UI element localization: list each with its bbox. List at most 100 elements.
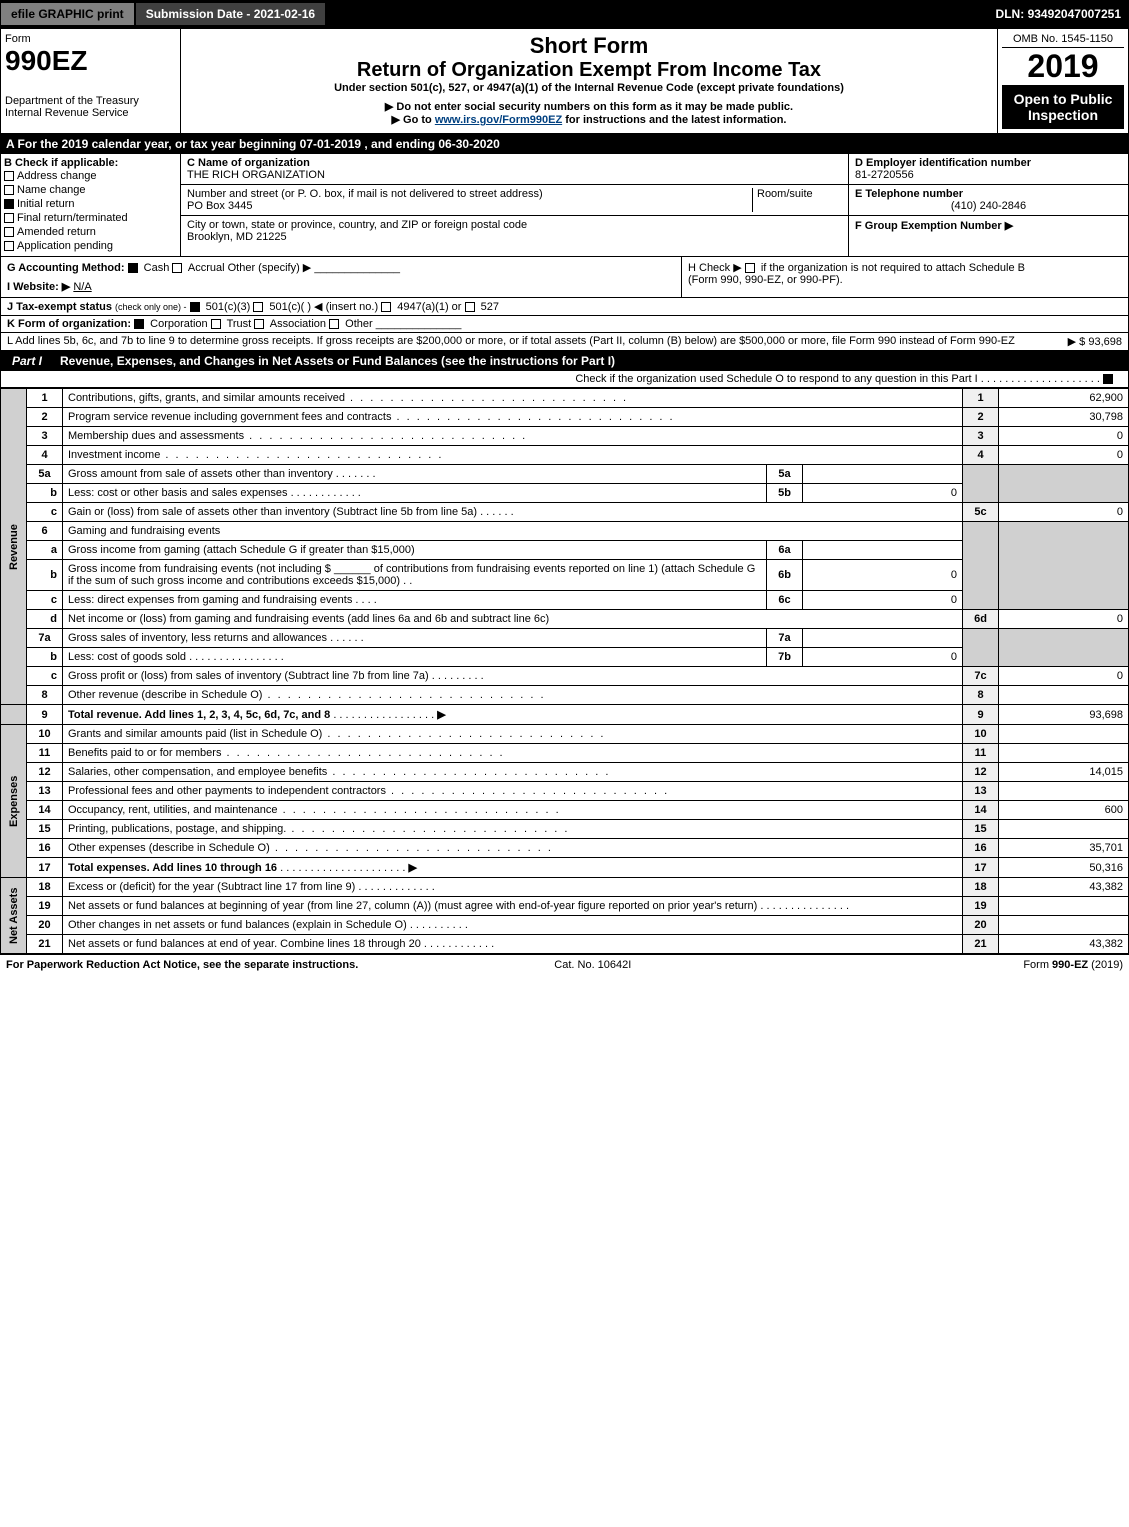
lnum: 11 bbox=[27, 744, 63, 763]
j-501c3: 501(c)(3) bbox=[206, 301, 251, 313]
part1-header: Part I Revenue, Expenses, and Changes in… bbox=[0, 351, 1129, 371]
line-text: Gaming and fundraising events bbox=[63, 522, 963, 541]
subbox-amount: 0 bbox=[803, 484, 963, 503]
lnum: 3 bbox=[27, 427, 63, 446]
line-text: Benefits paid to or for members bbox=[68, 747, 221, 759]
irs-link[interactable]: www.irs.gov/Form990EZ bbox=[435, 114, 562, 126]
l-amount: ▶ $ 93,698 bbox=[1060, 335, 1122, 348]
lnum: 6 bbox=[27, 522, 63, 541]
subbox-amount: 0 bbox=[803, 560, 963, 591]
chk-application-pending[interactable]: Application pending bbox=[4, 239, 177, 253]
amount bbox=[999, 782, 1129, 801]
lnum: 15 bbox=[27, 820, 63, 839]
title-return: Return of Organization Exempt From Incom… bbox=[185, 59, 993, 82]
amount bbox=[999, 916, 1129, 935]
amount: 0 bbox=[999, 503, 1129, 522]
line-text: Total revenue. Add lines 1, 2, 3, 4, 5c,… bbox=[68, 709, 330, 721]
rnum: 4 bbox=[963, 446, 999, 465]
amount: 0 bbox=[999, 667, 1129, 686]
amount: 43,382 bbox=[999, 935, 1129, 954]
line-text: Other expenses (describe in Schedule O) bbox=[68, 842, 270, 854]
footer-form: Form 990-EZ (2019) bbox=[1023, 959, 1123, 971]
amount: 0 bbox=[999, 610, 1129, 629]
chk-association[interactable] bbox=[254, 319, 264, 329]
chk-501c3[interactable] bbox=[190, 302, 200, 312]
address: PO Box 3445 bbox=[187, 200, 752, 212]
chk-accrual[interactable] bbox=[172, 263, 182, 273]
ein: 81-2720556 bbox=[855, 169, 1122, 181]
chk-other-org[interactable] bbox=[329, 319, 339, 329]
chk-schedule-o[interactable] bbox=[1103, 374, 1113, 384]
line-text: Excess or (deficit) for the year (Subtra… bbox=[68, 881, 355, 893]
amount: 62,900 bbox=[999, 389, 1129, 408]
address-label: Number and street (or P. O. box, if mail… bbox=[187, 188, 752, 200]
chk-name-change[interactable]: Name change bbox=[4, 183, 177, 197]
subbox-label: 5a bbox=[767, 465, 803, 484]
lnum: 1 bbox=[27, 389, 63, 408]
line-text: Occupancy, rent, utilities, and maintena… bbox=[68, 804, 278, 816]
rnum: 12 bbox=[963, 763, 999, 782]
rnum: 2 bbox=[963, 408, 999, 427]
chk-corporation[interactable] bbox=[134, 319, 144, 329]
amount: 30,798 bbox=[999, 408, 1129, 427]
chk-schedule-b[interactable] bbox=[745, 263, 755, 273]
line-text: Gross amount from sale of assets other t… bbox=[68, 468, 333, 480]
lnum: 8 bbox=[27, 686, 63, 705]
title-short-form: Short Form bbox=[185, 33, 993, 59]
line-text: Gross income from gaming (attach Schedul… bbox=[63, 541, 767, 560]
part1-check-line: Check if the organization used Schedule … bbox=[0, 371, 1129, 388]
amount: 50,316 bbox=[999, 858, 1129, 878]
submission-date-button[interactable]: Submission Date - 2021-02-16 bbox=[135, 2, 326, 26]
lnum: 13 bbox=[27, 782, 63, 801]
line-text: Program service revenue including govern… bbox=[68, 411, 391, 423]
lnum: c bbox=[27, 503, 63, 522]
goto-post: for instructions and the latest informat… bbox=[565, 114, 786, 126]
rnum: 7c bbox=[963, 667, 999, 686]
chk-527[interactable] bbox=[465, 302, 475, 312]
j-sub: (check only one) - bbox=[115, 302, 187, 312]
lnum: 21 bbox=[27, 935, 63, 954]
lnum: b bbox=[27, 560, 63, 591]
dln: DLN: 93492047007251 bbox=[996, 7, 1129, 21]
phone: (410) 240-2846 bbox=[855, 200, 1122, 212]
rnum: 15 bbox=[963, 820, 999, 839]
ein-label: D Employer identification number bbox=[855, 157, 1122, 169]
chk-initial-return[interactable]: Initial return bbox=[4, 197, 177, 211]
chk-address-change[interactable]: Address change bbox=[4, 169, 177, 183]
chk-label: Final return/terminated bbox=[17, 212, 128, 224]
line-text: Gross profit or (loss) from sales of inv… bbox=[68, 670, 429, 682]
amount: 600 bbox=[999, 801, 1129, 820]
k-corp: Corporation bbox=[150, 318, 207, 330]
chk-trust[interactable] bbox=[211, 319, 221, 329]
dept-treasury: Department of the Treasury bbox=[5, 95, 176, 107]
period-row: A For the 2019 calendar year, or tax yea… bbox=[0, 134, 1129, 154]
dln-label: DLN: bbox=[996, 7, 1025, 21]
lnum: 5a bbox=[27, 465, 63, 484]
lnum: 10 bbox=[27, 725, 63, 744]
subbox-label: 7a bbox=[767, 629, 803, 648]
chk-4947[interactable] bbox=[381, 302, 391, 312]
footer-cat: Cat. No. 10642I bbox=[554, 959, 631, 971]
line-text: Salaries, other compensation, and employ… bbox=[68, 766, 327, 778]
phone-label: E Telephone number bbox=[855, 188, 1122, 200]
tax-year: 2019 bbox=[1002, 48, 1124, 85]
line-text: Net assets or fund balances at end of ye… bbox=[68, 938, 421, 950]
k-label: K Form of organization: bbox=[7, 318, 131, 330]
efile-print-button[interactable]: efile GRAPHIC print bbox=[0, 2, 135, 26]
subbox-amount: 0 bbox=[803, 648, 963, 667]
rnum: 5c bbox=[963, 503, 999, 522]
dept-irs: Internal Revenue Service bbox=[5, 107, 176, 119]
chk-amended-return[interactable]: Amended return bbox=[4, 225, 177, 239]
lnum: 9 bbox=[27, 705, 63, 725]
rnum: 17 bbox=[963, 858, 999, 878]
rnum: 16 bbox=[963, 839, 999, 858]
chk-cash[interactable] bbox=[128, 263, 138, 273]
rnum: 1 bbox=[963, 389, 999, 408]
lnum: 12 bbox=[27, 763, 63, 782]
line-text: Gain or (loss) from sale of assets other… bbox=[68, 506, 477, 518]
chk-final-return[interactable]: Final return/terminated bbox=[4, 211, 177, 225]
l-text: L Add lines 5b, 6c, and 7b to line 9 to … bbox=[7, 335, 1060, 348]
form-number: 990EZ bbox=[5, 45, 176, 77]
lnum: 7a bbox=[27, 629, 63, 648]
chk-501c[interactable] bbox=[253, 302, 263, 312]
